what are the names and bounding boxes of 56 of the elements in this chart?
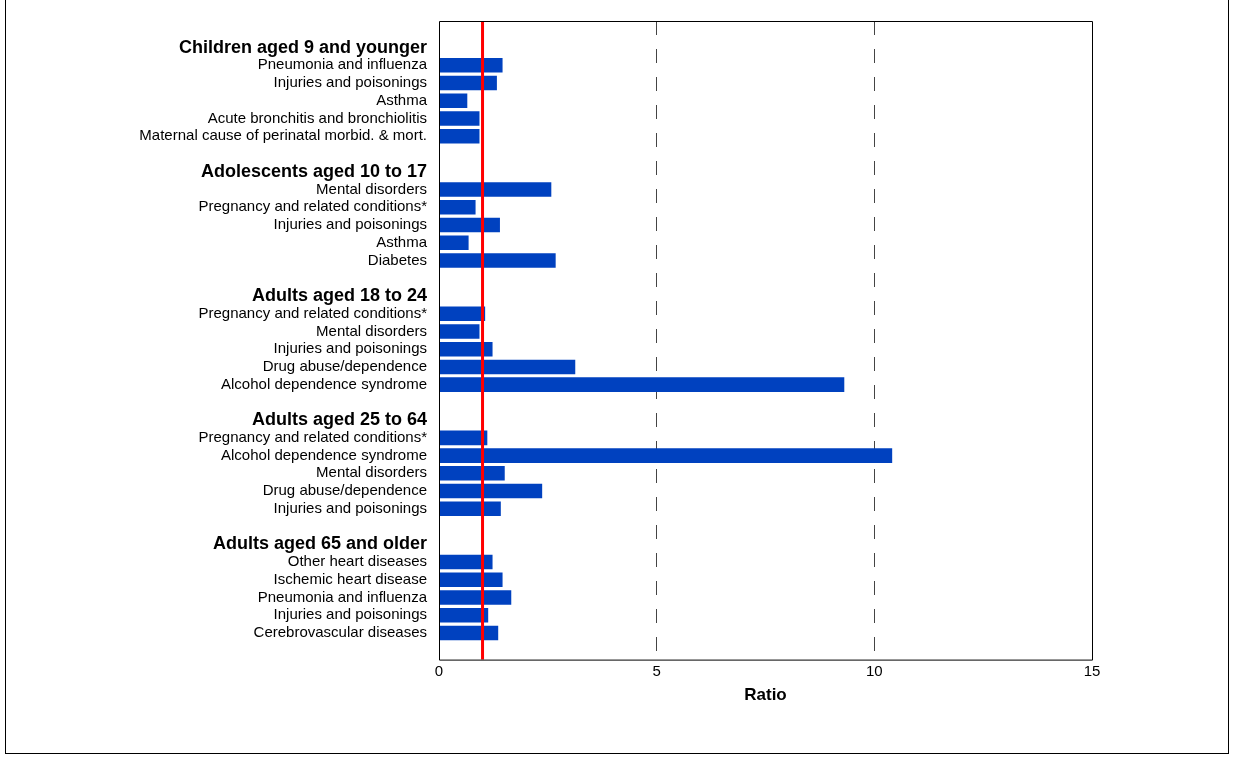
y-tick-label: Injuries and poisonings	[273, 498, 427, 516]
bar	[439, 75, 497, 91]
y-tick-label: Cerebrovascular diseases	[253, 623, 427, 641]
y-tick-label: Alcohol dependence syndrome	[221, 445, 427, 463]
y-tick-label: Pregnancy and related conditions*	[198, 197, 428, 215]
bar	[439, 359, 576, 375]
y-tick-label: Adults aged 25 to 64	[251, 409, 427, 430]
y-tick-label: Pregnancy and related conditions*	[198, 428, 428, 445]
y-tick-label: Acute bronchitis and bronchiolitis	[207, 108, 427, 126]
y-tick-label: Children aged 9 and younger	[178, 36, 427, 57]
bar	[439, 324, 480, 339]
y-tick-label: Diabetes	[367, 250, 427, 268]
y-tick-label: Adults aged 18 to 24	[251, 284, 427, 305]
x-tick-label: 0	[434, 661, 444, 679]
x-tick-label: 10	[865, 661, 883, 679]
bar	[439, 377, 845, 392]
bar	[439, 341, 493, 357]
bar	[439, 217, 500, 233]
y-tick-label: Pneumonia and influenza	[257, 587, 428, 605]
y-tick-label: Ischemic heart disease	[273, 569, 427, 587]
y-tick-label: Adults aged 65 and older	[212, 533, 427, 554]
bar	[439, 607, 489, 623]
y-tick-label: Injuries and poisonings	[273, 215, 427, 233]
bar	[439, 58, 503, 73]
y-tick-label: Other heart diseases	[287, 552, 427, 570]
bar	[439, 253, 556, 268]
y-tick-label: Injuries and poisonings	[273, 605, 427, 623]
bar	[439, 483, 543, 499]
bar	[439, 590, 512, 605]
bar	[439, 111, 480, 126]
bar	[439, 554, 493, 570]
y-tick-label: Drug abuse/dependence	[262, 357, 427, 375]
bar	[439, 625, 499, 641]
x-tick-label: 15	[1083, 661, 1101, 679]
bar	[439, 572, 503, 588]
bar	[439, 235, 469, 251]
bar	[439, 501, 501, 517]
y-tick-label: Injuries and poisonings	[273, 73, 427, 91]
x-axis-title: Ratio	[744, 685, 787, 705]
y-tick-label: Asthma	[376, 90, 428, 108]
y-tick-label: Adolescents aged 10 to 17	[200, 160, 427, 181]
y-tick-label: Mental disorders	[316, 321, 427, 339]
y-tick-label: Injuries and poisonings	[273, 339, 427, 357]
y-tick-label: Maternal cause of perinatal morbid. & mort.	[139, 126, 427, 144]
x-tick-label: 5	[652, 661, 661, 679]
bar	[439, 448, 893, 463]
bar	[439, 306, 486, 321]
bar	[439, 199, 476, 215]
bar	[439, 466, 505, 481]
y-tick-label: Asthma	[376, 232, 428, 250]
y-tick-label: Mental disorders	[316, 463, 427, 481]
bar	[439, 93, 468, 109]
y-tick-label: Alcohol dependence syndrome	[221, 374, 427, 392]
y-tick-label: Drug abuse/dependence	[262, 481, 427, 499]
bar	[439, 182, 552, 197]
bar	[439, 129, 480, 144]
